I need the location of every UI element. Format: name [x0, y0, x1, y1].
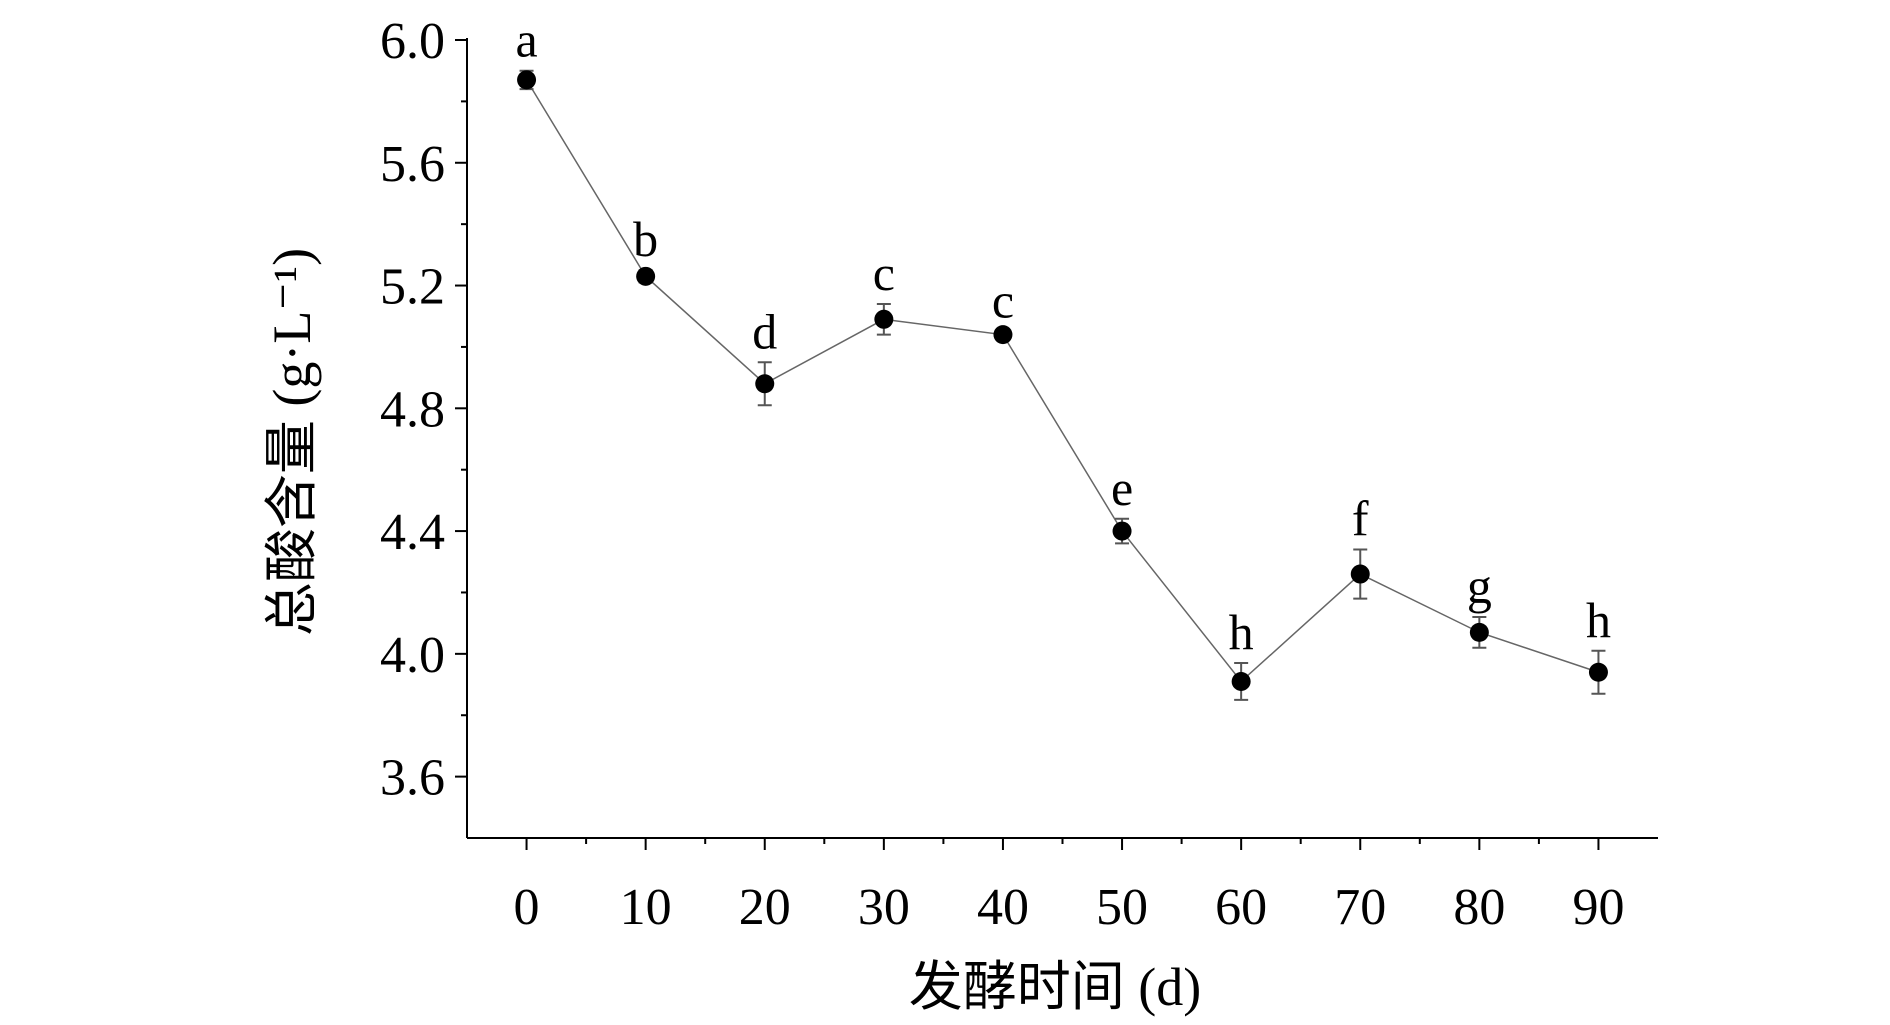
- y-tick-label: 4.8: [380, 381, 445, 438]
- x-tick-label: 70: [1334, 879, 1386, 936]
- x-tick-label: 80: [1453, 879, 1505, 936]
- x-tick-label: 30: [858, 879, 910, 936]
- significance-letter: f: [1352, 490, 1369, 546]
- significance-letter: e: [1111, 460, 1133, 516]
- data-point: [1588, 662, 1608, 682]
- significance-letter: h: [1229, 604, 1254, 660]
- significance-letter: c: [873, 245, 895, 301]
- x-tick-label: 50: [1096, 879, 1148, 936]
- y-tick-label: 4.0: [380, 627, 445, 684]
- significance-letter: a: [515, 12, 537, 68]
- significance-letter: b: [633, 211, 658, 267]
- data-point: [1112, 521, 1132, 541]
- x-tick-label: 40: [977, 879, 1029, 936]
- y-tick-label: 4.4: [380, 504, 445, 561]
- significance-letter: h: [1586, 592, 1611, 648]
- data-point: [1231, 671, 1251, 691]
- x-tick-label: 10: [620, 879, 672, 936]
- y-tick-label: 5.2: [380, 259, 445, 316]
- x-axis-label: 发酵时间 (d): [909, 957, 1201, 1017]
- x-tick-label: 90: [1572, 879, 1624, 936]
- data-line: [525, 79, 1599, 683]
- data-point: [517, 70, 537, 90]
- data-point: [1469, 622, 1489, 642]
- y-tick-label: 5.6: [380, 136, 445, 193]
- data-point: [755, 374, 775, 394]
- x-tick-label: 60: [1215, 879, 1267, 936]
- y-tick-label: 3.6: [380, 750, 445, 807]
- x-tick-label: 0: [514, 879, 540, 936]
- data-point: [636, 266, 656, 286]
- y-tick-label: 6.0: [380, 13, 445, 70]
- data-point: [874, 309, 894, 329]
- x-tick-label: 20: [739, 879, 791, 936]
- significance-letter: d: [752, 303, 777, 359]
- y-axis-label: 总酸含量 (g·L⁻¹): [262, 248, 322, 636]
- data-point: [1350, 564, 1370, 584]
- data-point: [993, 325, 1013, 345]
- significance-letter: c: [992, 273, 1014, 329]
- significance-letter: g: [1467, 558, 1492, 614]
